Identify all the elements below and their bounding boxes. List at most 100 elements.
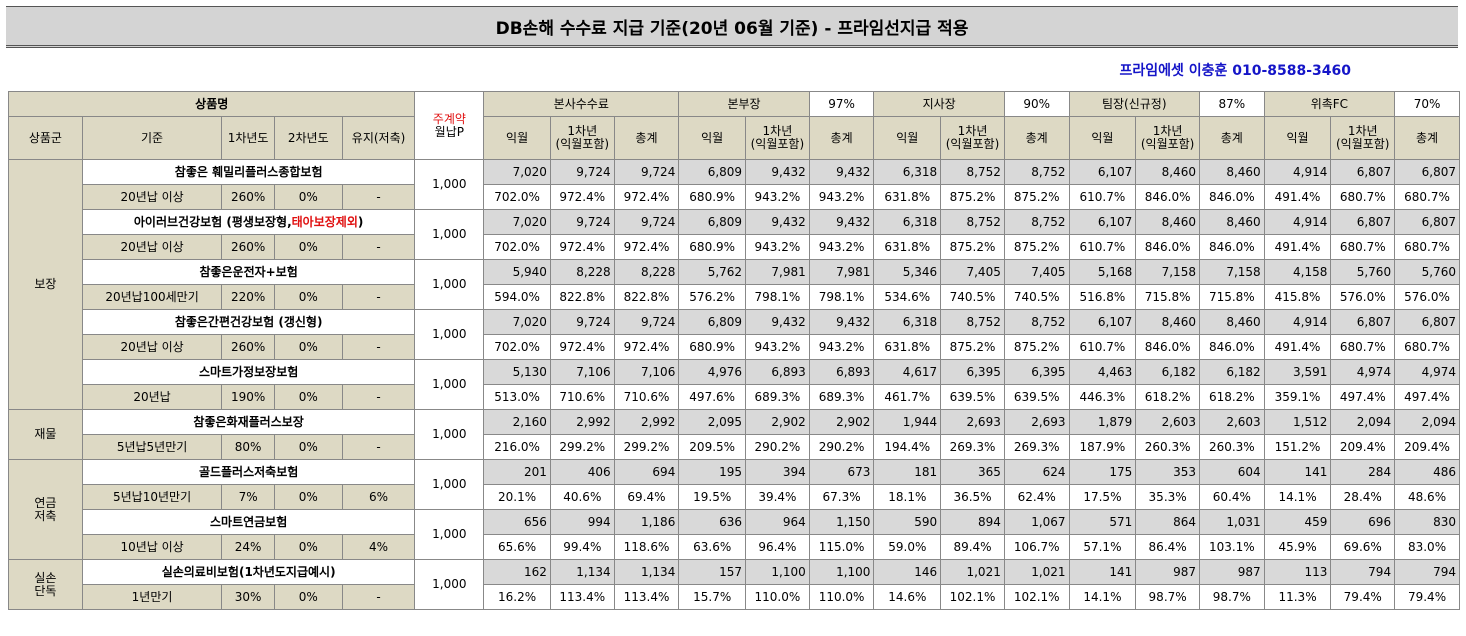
maintain-rate: - xyxy=(341,584,416,610)
y1-line-1: 1차년 xyxy=(1347,124,1378,138)
amount-cell: 9,724 xyxy=(613,309,680,335)
monthly-premium: 1,000 xyxy=(414,559,485,610)
amount-cell: 7,405 xyxy=(1003,259,1070,285)
year1-rate: 7% xyxy=(221,484,275,510)
rate-cell: 45.9% xyxy=(1263,534,1332,560)
maintain-rate: - xyxy=(341,384,416,410)
rate-cell: 497.4% xyxy=(1394,384,1460,410)
rate-cell: 943.2% xyxy=(808,334,875,360)
rate-cell: 875.2% xyxy=(1003,334,1070,360)
maintain-rate: 6% xyxy=(341,484,416,510)
rate-cell: 631.8% xyxy=(873,234,942,260)
amount-cell: 1,944 xyxy=(873,409,942,435)
rate-cell: 28.4% xyxy=(1330,484,1396,510)
amount-cell: 8,228 xyxy=(613,259,680,285)
rate-cell: 14.1% xyxy=(1068,584,1137,610)
rate-cell: 491.4% xyxy=(1263,234,1332,260)
table-row: 아이러브건강보험 (평생보장형,태아보장제외) 1,000 7,020 9,724 9,… xyxy=(9,209,1460,260)
rate-cell: 631.8% xyxy=(873,184,942,210)
amount-cell: 6,182 xyxy=(1198,359,1265,385)
y1-line-1: 1차년 xyxy=(762,124,793,138)
rate-cell: 14.1% xyxy=(1263,484,1332,510)
amount-cell: 590 xyxy=(873,509,942,535)
section-name: 지사장 xyxy=(873,91,1005,117)
basis-cell: 5년납5년만기 xyxy=(81,434,223,460)
y1-line-2: (익월포함) xyxy=(555,137,610,151)
amount-cell: 656 xyxy=(483,509,551,535)
rate-cell: 98.7% xyxy=(1198,584,1265,610)
rate-cell: 639.5% xyxy=(940,384,1005,410)
amount-cell: 8,752 xyxy=(940,209,1005,235)
y1-line-2: (익월포함) xyxy=(750,137,805,151)
table-row: 5년납10년만기 7% 0% 6% 20.1% 40.6% 69.4% 19.5% 39.4% 6… xyxy=(9,484,1460,510)
amount-cell: 2,693 xyxy=(1003,409,1070,435)
rate-cell: 618.2% xyxy=(1198,384,1265,410)
page-title-text: DB손해 수수료 지급 기준(20년 06월 기준) - 프라임선지급 적용 xyxy=(495,18,969,39)
monthly-premium: 1,000 xyxy=(414,459,485,510)
rate-cell: 631.8% xyxy=(873,334,942,360)
product-name-red: 태아보장제외 xyxy=(291,214,358,229)
rate-cell: 187.9% xyxy=(1068,434,1137,460)
product-name: 스마트가정보장보험 xyxy=(81,359,416,385)
amount-cell: 8,460 xyxy=(1135,309,1200,335)
amount-cell: 4,974 xyxy=(1394,359,1460,385)
page-title: DB손해 수수료 지급 기준(20년 06월 기준) - 프라임선지급 적용 xyxy=(6,6,1458,48)
rate-cell: 69.6% xyxy=(1330,534,1396,560)
amount-cell: 7,405 xyxy=(940,259,1005,285)
maintain-rate: - xyxy=(341,334,416,360)
rate-cell: 497.4% xyxy=(1330,384,1396,410)
rate-cell: 846.0% xyxy=(1198,184,1265,210)
amount-cell: 1,031 xyxy=(1198,509,1265,535)
rate-cell: 65.6% xyxy=(483,534,551,560)
product-name: 참좋은화재플러스보장 xyxy=(81,409,416,435)
year2-rate: 0% xyxy=(273,584,343,610)
table-row: 스마트연금보험 1,000 656 994 1,186 636 964 1,150 590 894… xyxy=(9,509,1460,560)
rate-cell: 576.0% xyxy=(1330,284,1396,310)
year2-rate: 0% xyxy=(273,284,343,310)
amount-cell: 894 xyxy=(940,509,1005,535)
rate-cell: 19.5% xyxy=(678,484,747,510)
maintain-rate: 4% xyxy=(341,534,416,560)
rate-cell: 610.7% xyxy=(1068,334,1137,360)
year2-rate: 0% xyxy=(273,484,343,510)
rate-cell: 680.7% xyxy=(1330,184,1396,210)
contact-info: 프라임에셋 이충훈 010-8588-3460 xyxy=(1119,63,1351,79)
amount-cell: 2,693 xyxy=(940,409,1005,435)
amount-cell: 6,809 xyxy=(678,209,747,235)
maintain-rate: - xyxy=(341,434,416,460)
amount-cell: 157 xyxy=(678,559,747,585)
product-name-text: 스마트연금보험 xyxy=(209,514,288,529)
rate-cell: 290.2% xyxy=(745,434,810,460)
header-maintain: 유지(저축) xyxy=(341,116,416,160)
amount-cell: 146 xyxy=(873,559,942,585)
maintain-rate: - xyxy=(341,234,416,260)
rate-cell: 40.6% xyxy=(549,484,615,510)
amount-cell: 7,020 xyxy=(483,209,551,235)
amount-cell: 696 xyxy=(1330,509,1396,535)
section-name: 팀장(신규정) xyxy=(1068,91,1200,117)
rate-cell: 680.7% xyxy=(1394,184,1460,210)
amount-cell: 4,463 xyxy=(1068,359,1137,385)
amount-cell: 4,617 xyxy=(873,359,942,385)
amount-cell: 1,021 xyxy=(1003,559,1070,585)
basis-cell: 10년납 이상 xyxy=(81,534,223,560)
table-row: 실손 단독 실손의료비보험(1차년도지급예시) 1,000 162 1,134 1,134 1… xyxy=(8,559,1460,610)
amount-cell: 7,158 xyxy=(1135,259,1200,285)
amount-cell: 486 xyxy=(1394,459,1460,485)
amount-cell: 794 xyxy=(1330,559,1396,585)
amount-cell: 7,981 xyxy=(745,259,810,285)
amount-cell: 7,020 xyxy=(483,159,551,185)
amount-cell: 6,318 xyxy=(873,159,942,185)
rate-cell: 299.2% xyxy=(613,434,680,460)
rate-cell: 680.7% xyxy=(1394,234,1460,260)
rate-cell: 740.5% xyxy=(1003,284,1070,310)
amount-cell: 2,603 xyxy=(1198,409,1265,435)
monthly-premium: 1,000 xyxy=(414,259,485,310)
year1-rate: 260% xyxy=(221,184,275,210)
product-name-text: 아이러브건강보험 (평생보장형, xyxy=(133,214,292,229)
rate-cell: 846.0% xyxy=(1135,184,1200,210)
amount-cell: 1,067 xyxy=(1003,509,1070,535)
rate-cell: 62.4% xyxy=(1003,484,1070,510)
amount-cell: 4,974 xyxy=(1330,359,1396,385)
header-year1-incl: 1차년 (익월포함) xyxy=(1135,116,1200,160)
